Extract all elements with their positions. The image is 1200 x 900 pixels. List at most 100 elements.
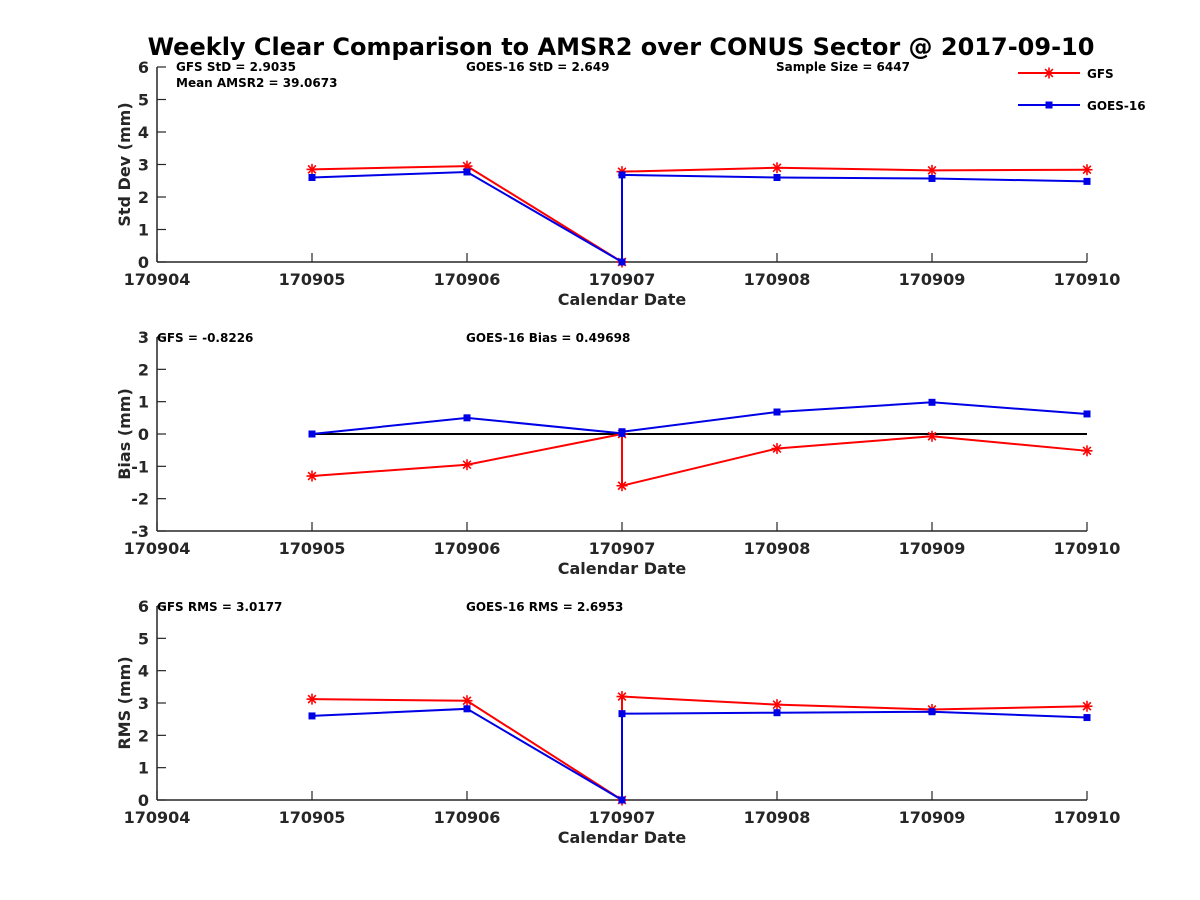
x-tick-label: 170906: [434, 808, 501, 827]
data-point: [463, 414, 471, 422]
data-point: [306, 470, 318, 482]
series-goes-16: [308, 398, 1091, 438]
data-point: [773, 408, 781, 416]
data-point: [461, 695, 473, 707]
x-tick-label: 170905: [279, 808, 346, 827]
y-axis-label: Std Dev (mm): [115, 102, 134, 226]
x-tick-label: 170909: [899, 808, 966, 827]
x-tick-label: 170906: [434, 539, 501, 558]
x-tick-label: 170910: [1054, 270, 1121, 289]
series-line: [311, 707, 1088, 802]
y-tick-label: 3: [138, 328, 149, 347]
x-tick-label: 170909: [899, 539, 966, 558]
x-tick-label: 170910: [1054, 539, 1121, 558]
data-point: [463, 168, 471, 176]
chart-panel-3: 170904 170905 170906 170907 170908 170909 1709…: [115, 597, 1120, 847]
legend-item-goes-16: GOES-16: [1018, 99, 1146, 113]
data-point: [926, 164, 938, 176]
series-line: [311, 165, 1088, 264]
y-tick-label: 1: [138, 759, 149, 778]
stat-annotation: GFS RMS = 3.0177: [157, 600, 282, 614]
legend: GFS GOES-16: [1018, 67, 1146, 113]
x-axis-label: Calendar Date: [558, 290, 687, 309]
data-point: [618, 796, 626, 804]
data-point: [616, 691, 628, 703]
chart-title: Weekly Clear Comparison to AMSR2 over CO…: [148, 33, 1095, 61]
y-tick-label: 2: [138, 726, 149, 745]
y-tick-label: 6: [138, 597, 149, 616]
x-tick-label: 170905: [279, 270, 346, 289]
data-point: [463, 705, 471, 713]
data-point: [1081, 445, 1093, 457]
y-tick-label: 3: [138, 156, 149, 175]
y-tick-label: 1: [138, 221, 149, 240]
x-tick-label: 170904: [124, 808, 191, 827]
legend-label: GOES-16: [1087, 99, 1146, 113]
x-tick-label: 170905: [279, 539, 346, 558]
y-tick-label: 4: [138, 123, 149, 142]
y-tick-label: 6: [138, 58, 149, 77]
data-point: [308, 174, 316, 181]
x-tick-label: 170904: [124, 539, 191, 558]
x-tick-label: 170908: [744, 539, 811, 558]
data-point: [618, 258, 626, 266]
data-point: [308, 430, 316, 438]
y-tick-label: 0: [138, 791, 149, 810]
stat-annotation: GOES-16 StD = 2.649: [466, 60, 609, 74]
x-axis-label: Calendar Date: [558, 559, 687, 578]
data-point: [306, 163, 318, 175]
data-point: [1083, 714, 1091, 722]
stat-annotation: GOES-16 Bias = 0.49698: [466, 331, 630, 345]
data-point: [461, 459, 473, 471]
y-tick-label: -1: [131, 457, 149, 476]
data-point: [1081, 700, 1093, 712]
series-gfs: [306, 691, 1093, 806]
data-point: [618, 710, 626, 718]
series-goes-16: [308, 705, 1091, 804]
y-tick-label: -2: [131, 490, 149, 509]
data-point: [771, 699, 783, 711]
y-tick-label: -3: [131, 522, 149, 541]
series-goes-16: [308, 168, 1091, 266]
y-axis-label: RMS (mm): [115, 656, 134, 749]
data-point: [1083, 177, 1091, 185]
stat-annotation: GFS = -0.8226: [157, 331, 253, 345]
legend-label: GFS: [1087, 67, 1114, 81]
stat-annotation: GFS StD = 2.9035: [176, 60, 296, 74]
chart-panel-2: 170904 170905 170906 170907 170908 170909 1709…: [115, 328, 1120, 578]
data-point: [771, 162, 783, 174]
data-point: [1081, 164, 1093, 176]
legend-item-gfs: GFS: [1018, 67, 1114, 81]
y-axis-label: Bias (mm): [115, 388, 134, 480]
x-tick-label: 170907: [589, 270, 656, 289]
data-point: [928, 174, 936, 182]
stat-annotation: Sample Size = 6447: [776, 60, 910, 74]
data-point: [618, 428, 626, 436]
x-tick-label: 170906: [434, 270, 501, 289]
data-point: [926, 430, 938, 442]
data-point: [1083, 410, 1091, 418]
x-tick-label: 170908: [744, 270, 811, 289]
data-point: [306, 693, 318, 705]
stat-annotation: GOES-16 RMS = 2.6953: [466, 600, 623, 614]
y-tick-label: 1: [138, 393, 149, 412]
y-tick-label: 0: [138, 425, 149, 444]
series-line: [311, 432, 1088, 488]
data-point: [773, 709, 781, 717]
y-tick-label: 4: [138, 662, 149, 681]
x-tick-label: 170908: [744, 808, 811, 827]
x-tick-label: 170909: [899, 270, 966, 289]
data-point: [616, 480, 628, 492]
data-point: [308, 712, 316, 720]
y-tick-label: 2: [138, 360, 149, 379]
x-tick-label: 170907: [589, 808, 656, 827]
x-tick-label: 170904: [124, 270, 191, 289]
x-tick-label: 170910: [1054, 808, 1121, 827]
data-point: [771, 443, 783, 455]
y-tick-label: 0: [138, 253, 149, 272]
data-point: [928, 708, 936, 716]
y-tick-label: 5: [138, 91, 149, 110]
series-line: [311, 170, 1088, 264]
series-line: [311, 401, 1088, 435]
